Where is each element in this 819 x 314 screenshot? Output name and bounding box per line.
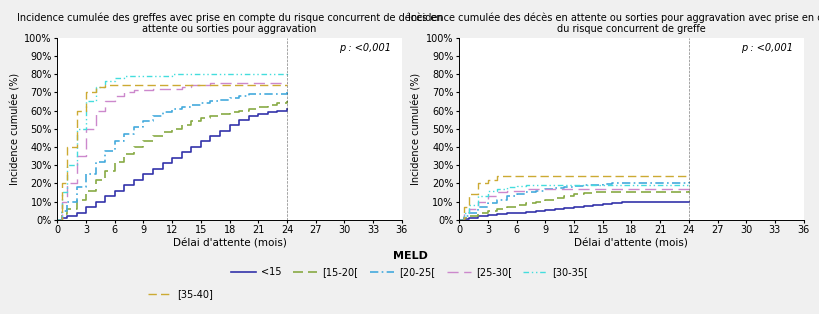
Text: MELD: MELD <box>392 251 427 261</box>
X-axis label: Délai d'attente (mois): Délai d'attente (mois) <box>574 238 687 248</box>
Text: p : <0,001: p : <0,001 <box>740 43 792 53</box>
Legend: [35-40]: [35-40] <box>144 285 216 303</box>
Y-axis label: Incidence cumulée (%): Incidence cumulée (%) <box>10 73 20 185</box>
X-axis label: Délai d'attente (mois): Délai d'attente (mois) <box>173 238 286 248</box>
Text: p : <0,001: p : <0,001 <box>339 43 391 53</box>
Legend: <15, [15-20[, [20-25[, [25-30[, [30-35[: <15, [15-20[, [20-25[, [25-30[, [30-35[ <box>228 263 591 281</box>
Title: Incidence cumulée des greffes avec prise en compte du risque concurrent de décès: Incidence cumulée des greffes avec prise… <box>16 12 442 34</box>
Title: Incidence cumulée des décès en attente ou sorties pour aggravation avec prise en: Incidence cumulée des décès en attente o… <box>408 12 819 34</box>
Y-axis label: Incidence cumulée (%): Incidence cumulée (%) <box>411 73 422 185</box>
